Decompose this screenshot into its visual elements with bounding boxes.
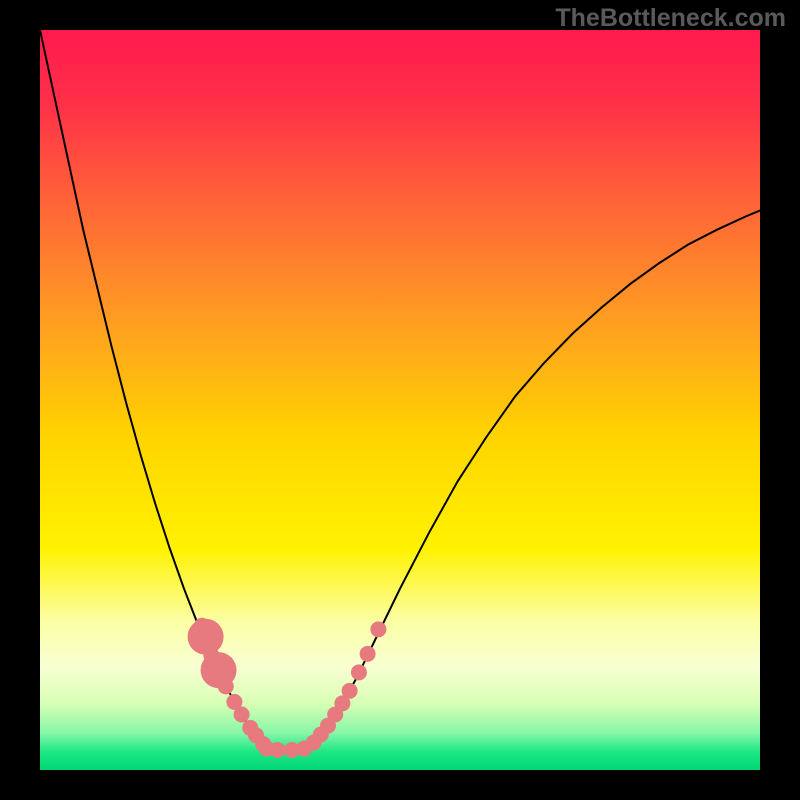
- marker-right-5: [342, 683, 358, 699]
- chart-root: TheBottleneck.com: [0, 0, 800, 800]
- marker-left-6: [234, 707, 250, 723]
- marker-left-1: [188, 619, 224, 655]
- marker-floor-1: [270, 742, 286, 758]
- marker-left-4: [218, 678, 234, 694]
- marker-right-8: [370, 621, 386, 637]
- marker-right-7: [360, 646, 376, 662]
- chart-svg: [0, 0, 800, 800]
- watermark-text: TheBottleneck.com: [555, 4, 786, 33]
- plot-background: [40, 30, 760, 770]
- marker-right-6: [351, 664, 367, 680]
